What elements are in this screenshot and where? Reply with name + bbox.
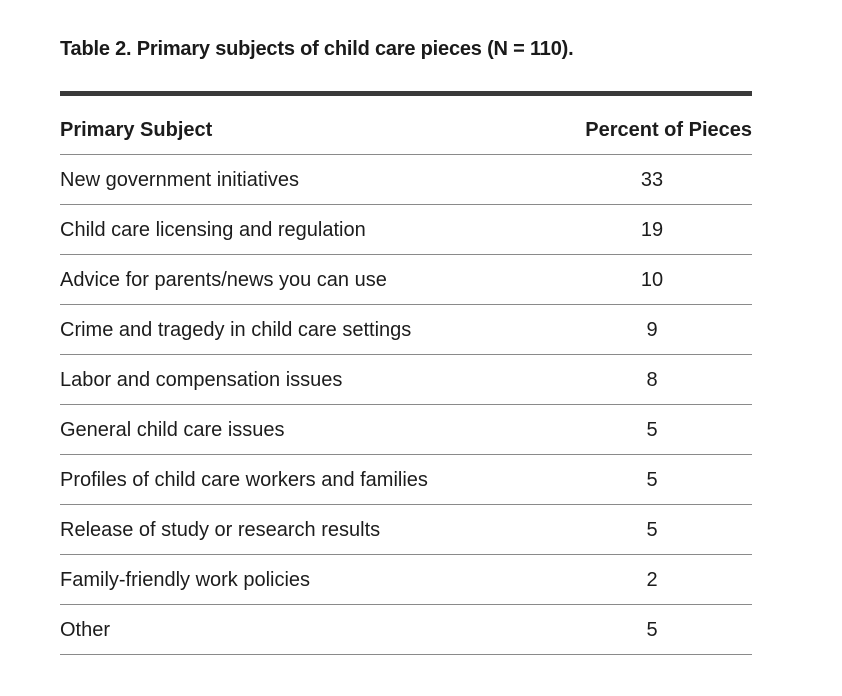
table-row: New government initiatives 33 <box>60 155 752 205</box>
row-percent: 33 <box>640 169 664 191</box>
row-subject: Other <box>60 619 111 641</box>
table-row: Other 5 <box>60 605 752 655</box>
header-primary-subject: Primary Subject <box>60 119 213 141</box>
table-row: Child care licensing and regulation 19 <box>60 205 752 255</box>
row-subject: Crime and tragedy in child care settings <box>60 319 412 341</box>
row-subject: Release of study or research results <box>60 519 381 541</box>
row-subject: General child care issues <box>60 419 285 441</box>
table-row: Release of study or research results 5 <box>60 505 752 555</box>
row-percent: 5 <box>646 419 658 441</box>
row-percent: 19 <box>640 219 664 241</box>
primary-subjects-table: Primary Subject Percent of Pieces New go… <box>60 91 752 655</box>
row-percent: 10 <box>640 269 664 291</box>
table-row: Crime and tragedy in child care settings… <box>60 305 752 355</box>
row-percent: 5 <box>646 519 658 541</box>
table-row: Profiles of child care workers and famil… <box>60 455 752 505</box>
row-percent: 5 <box>646 619 658 641</box>
table-row: Family-friendly work policies 2 <box>60 555 752 605</box>
row-subject: Child care licensing and regulation <box>60 219 366 241</box>
table-top-rule <box>60 91 752 96</box>
row-subject: Labor and compensation issues <box>60 369 343 391</box>
row-subject: Profiles of child care workers and famil… <box>60 469 428 491</box>
row-percent: 8 <box>646 369 658 391</box>
header-percent-of-pieces: Percent of Pieces <box>585 119 752 141</box>
table-header-row: Primary Subject Percent of Pieces <box>60 96 752 155</box>
table-row: General child care issues 5 <box>60 405 752 455</box>
row-percent: 5 <box>646 469 658 491</box>
row-subject: Family-friendly work policies <box>60 569 311 591</box>
row-subject: New government initiatives <box>60 169 299 191</box>
table-row: Advice for parents/news you can use 10 <box>60 255 752 305</box>
table-row: Labor and compensation issues 8 <box>60 355 752 405</box>
row-percent: 2 <box>646 569 658 591</box>
row-percent: 9 <box>646 319 658 341</box>
table-caption: Table 2. Primary subjects of child care … <box>60 38 574 60</box>
row-subject: Advice for parents/news you can use <box>60 269 387 291</box>
